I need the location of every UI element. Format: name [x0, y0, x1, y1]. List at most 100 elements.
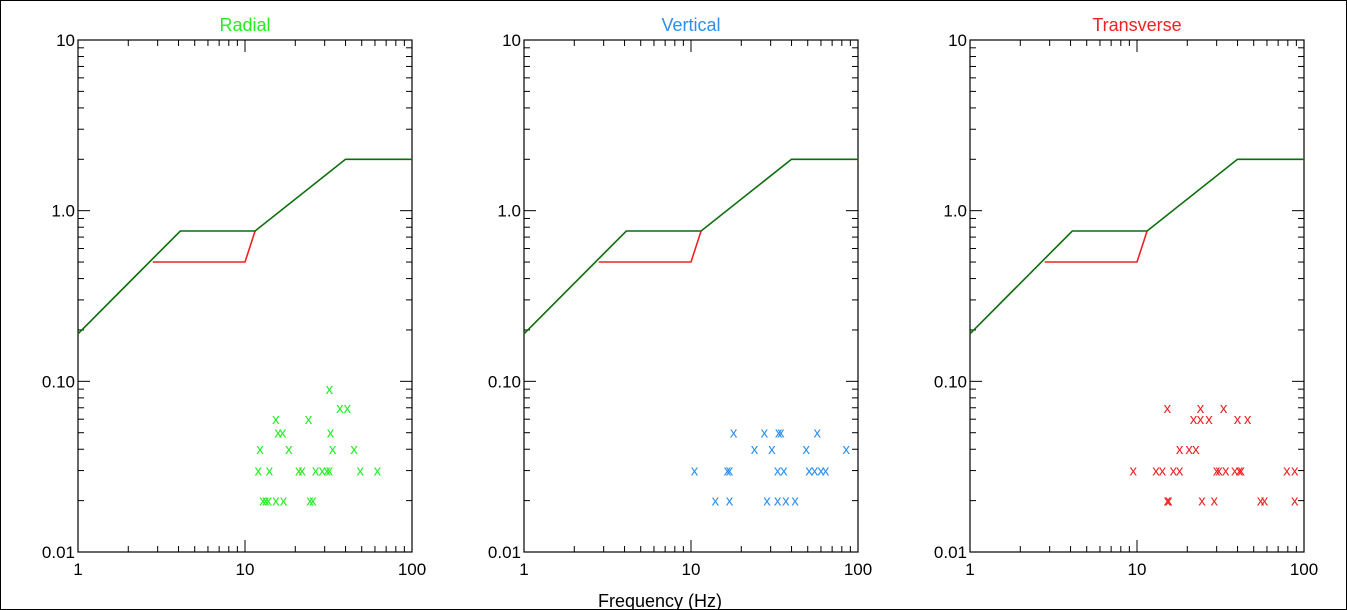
- data-point: x: [305, 411, 313, 428]
- data-point: x: [1234, 411, 1242, 428]
- data-point: x: [726, 463, 734, 480]
- data-point: x: [318, 463, 326, 480]
- data-point: x: [344, 400, 352, 417]
- data-point: x: [336, 400, 344, 417]
- data-point: x: [768, 441, 776, 458]
- y-tick-label: 10: [948, 31, 967, 50]
- data-point: x: [774, 493, 782, 510]
- x-tick-label: 1: [965, 560, 974, 579]
- data-point: x: [272, 493, 280, 510]
- panel-title: Transverse: [1092, 15, 1181, 35]
- y-tick-label: 10: [56, 31, 75, 50]
- y-tick-label: 0.01: [934, 543, 967, 562]
- data-point: x: [1190, 411, 1198, 428]
- x-tick-label: 100: [398, 560, 426, 579]
- data-point: x: [329, 441, 337, 458]
- y-tick-label: 1.0: [943, 202, 967, 221]
- x-tick-label: 100: [844, 560, 872, 579]
- data-point: x: [712, 493, 720, 510]
- data-point: x: [1197, 400, 1205, 417]
- data-point: x: [1197, 411, 1205, 428]
- data-point: x: [691, 463, 699, 480]
- data-point: x: [1176, 441, 1184, 458]
- data-point: x: [1176, 463, 1184, 480]
- data-point: x: [1231, 463, 1239, 480]
- y-tick-label: 1.0: [51, 202, 75, 221]
- y-tick-label: 0.10: [488, 372, 521, 391]
- data-point: x: [1164, 400, 1172, 417]
- data-point: x: [1164, 493, 1172, 510]
- data-point: x: [327, 425, 335, 442]
- data-point: x: [782, 493, 790, 510]
- data-point: x: [813, 425, 821, 442]
- data-point: x: [279, 425, 287, 442]
- data-point: x: [1130, 463, 1138, 480]
- y-tick-label: 0.10: [934, 372, 967, 391]
- data-point: x: [1170, 463, 1178, 480]
- x-tick-label: 100: [1290, 560, 1318, 579]
- data-point: x: [1257, 493, 1265, 510]
- limit-line-lower: [598, 230, 702, 263]
- data-point: x: [312, 463, 320, 480]
- data-point: x: [326, 381, 334, 398]
- data-point: x: [775, 425, 783, 442]
- data-point: x: [791, 493, 799, 510]
- data-point: x: [774, 463, 782, 480]
- data-point: x: [254, 463, 262, 480]
- y-tick-label: 10: [502, 31, 521, 50]
- data-point: x: [1205, 411, 1213, 428]
- x-axis-label: Frequency (Hz): [598, 591, 722, 610]
- limit-line-lower: [1044, 230, 1148, 263]
- data-point: x: [1152, 463, 1160, 480]
- data-point: x: [350, 441, 358, 458]
- data-point: x: [1215, 463, 1223, 480]
- data-point: x: [323, 463, 331, 480]
- x-tick-label: 10: [1128, 560, 1147, 579]
- data-point: x: [374, 463, 382, 480]
- data-point: x: [1244, 411, 1252, 428]
- data-point: x: [1291, 493, 1299, 510]
- data-point: x: [309, 493, 317, 510]
- data-point: x: [822, 463, 830, 480]
- data-point: x: [295, 463, 303, 480]
- data-point: x: [298, 463, 306, 480]
- data-point: x: [761, 425, 769, 442]
- limit-line-upper: [969, 158, 1304, 335]
- data-point: x: [1210, 493, 1218, 510]
- data-point: x: [1192, 441, 1200, 458]
- panel-title: Vertical: [661, 15, 720, 35]
- data-point: x: [274, 425, 282, 442]
- data-point: x: [262, 493, 270, 510]
- data-point: x: [817, 463, 825, 480]
- data-point: x: [803, 441, 811, 458]
- data-point: x: [1198, 493, 1206, 510]
- data-point: x: [306, 493, 314, 510]
- y-tick-label: 1.0: [497, 202, 521, 221]
- data-point: x: [326, 463, 334, 480]
- data-point: x: [266, 463, 274, 480]
- data-point: x: [1165, 493, 1173, 510]
- data-point: x: [1222, 463, 1230, 480]
- data-point: x: [1291, 463, 1299, 480]
- data-point: x: [1237, 463, 1245, 480]
- data-point: x: [265, 493, 273, 510]
- x-tick-label: 10: [236, 560, 255, 579]
- data-point: x: [256, 441, 264, 458]
- data-point: x: [1159, 463, 1167, 480]
- data-point: x: [780, 463, 788, 480]
- data-point: x: [811, 463, 819, 480]
- data-point: x: [1283, 463, 1291, 480]
- data-point: x: [272, 411, 280, 428]
- data-point: x: [726, 493, 734, 510]
- data-point: x: [259, 493, 267, 510]
- data-point: x: [763, 493, 771, 510]
- data-point: x: [730, 425, 738, 442]
- panel-title: Radial: [219, 15, 270, 35]
- y-tick-label: 0.01: [42, 543, 75, 562]
- data-point: x: [357, 463, 365, 480]
- data-point: x: [280, 493, 288, 510]
